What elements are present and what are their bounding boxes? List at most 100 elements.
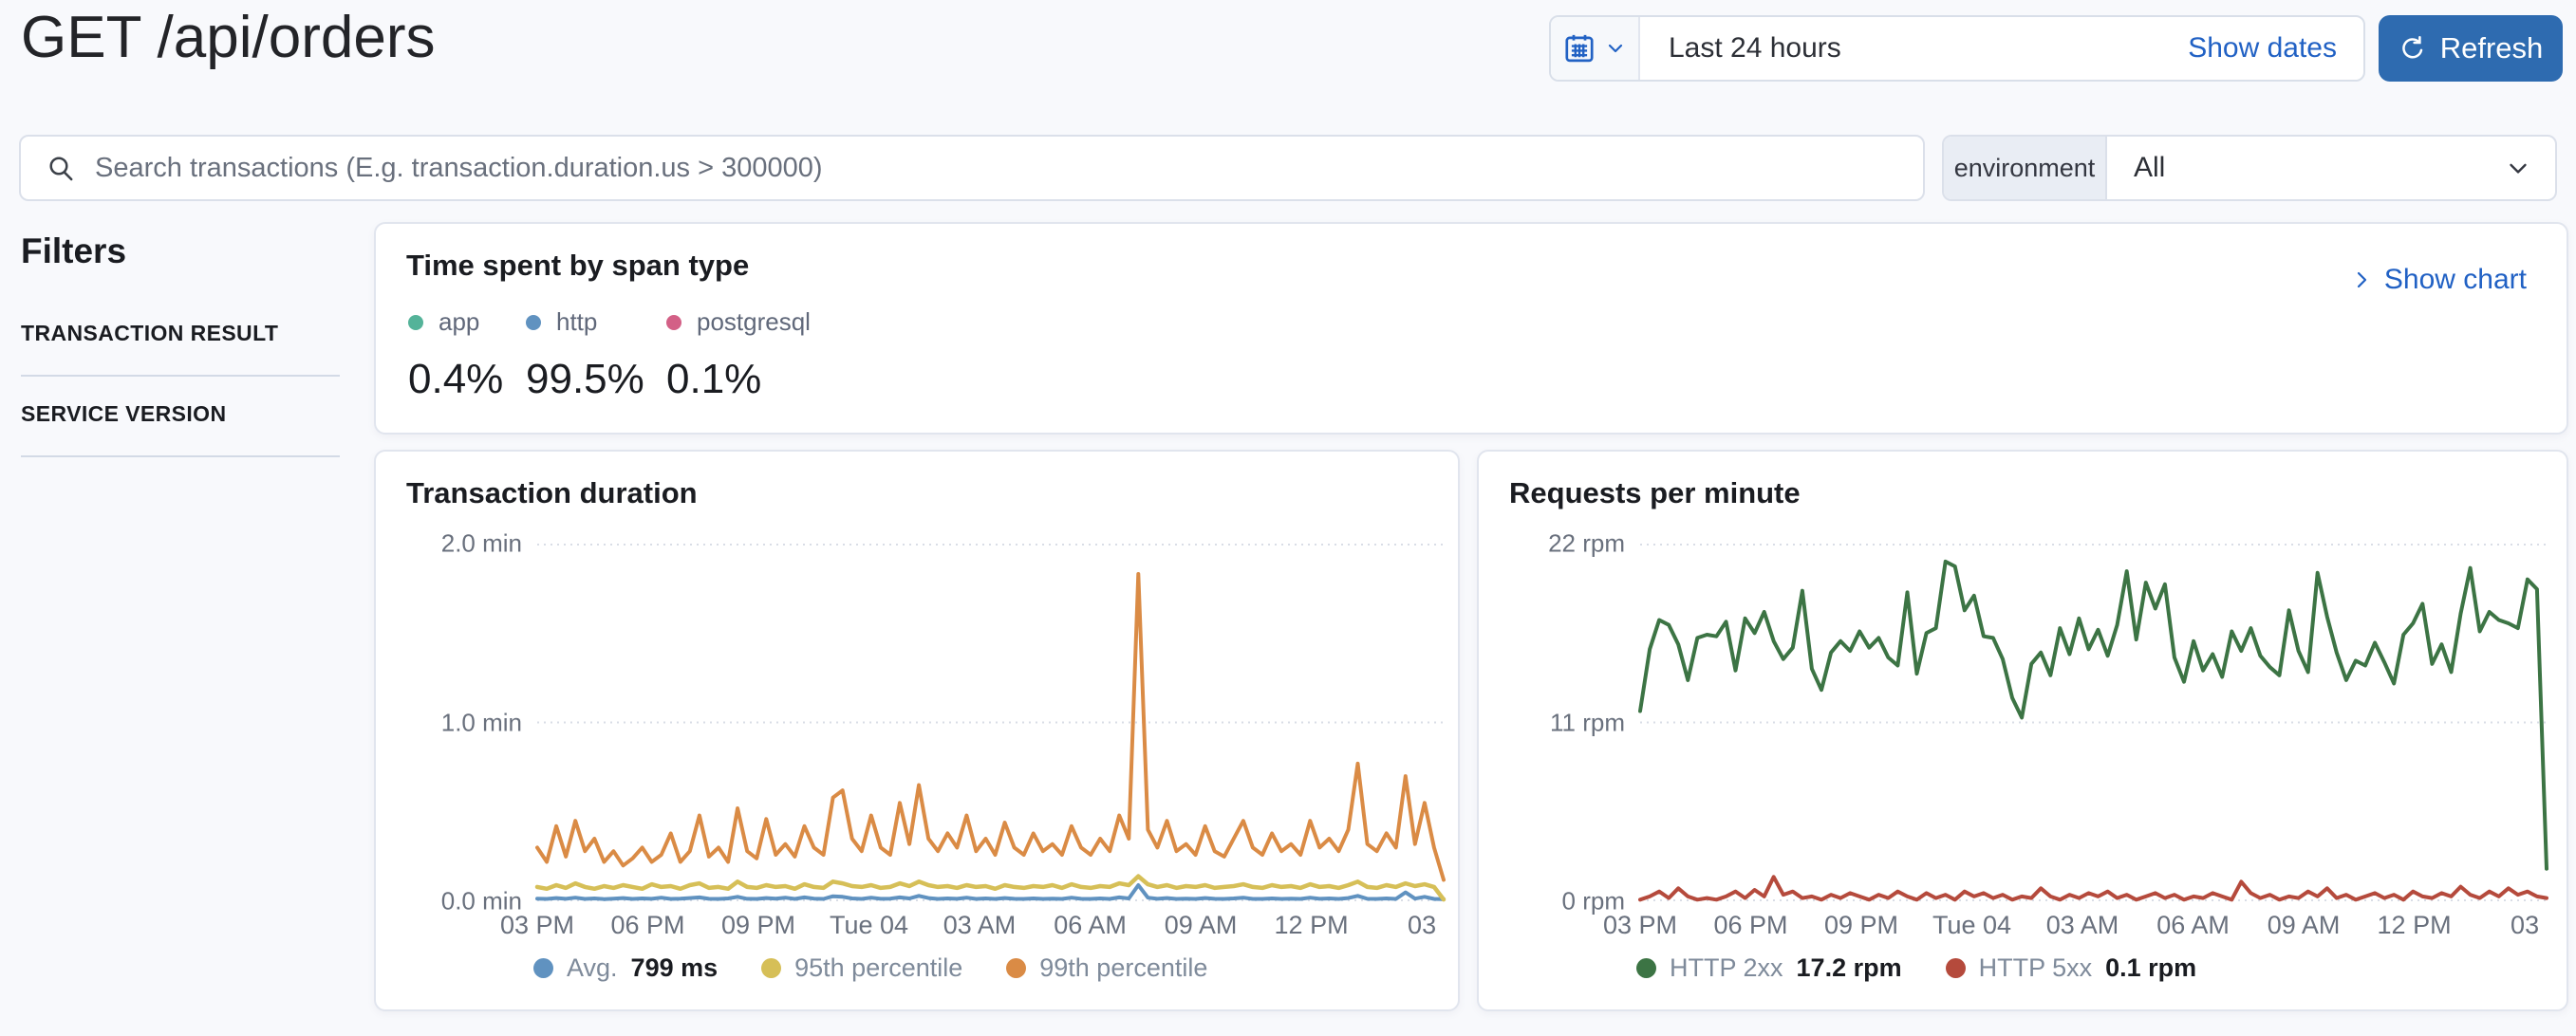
transaction-duration-plot: 03 PM 06 PM 09 PM Tue 04 03 AM 06 AM 09 AM 12 P…	[441, 529, 1447, 939]
span-type-value: 0.1%	[666, 356, 762, 402]
span-type-value: 0.4%	[408, 356, 504, 402]
refresh-icon	[2401, 35, 2422, 59]
show-dates-button[interactable]: Show dates	[2188, 32, 2337, 64]
span-type-legend-item[interactable]: app	[408, 307, 526, 337]
filter-section-label: SERVICE VERSION	[21, 401, 227, 426]
x-axis-tick-label: 09 AM	[1164, 911, 1238, 939]
x-axis-tick-label: 12 PM	[2377, 911, 2452, 939]
legend-dot-icon	[666, 314, 681, 330]
legend-value: 0.1 rpm	[2105, 953, 2197, 982]
chart-legend: Avg. 799 ms 95th percentile 99th percentile	[533, 953, 1207, 983]
x-axis-tick-label: Tue 04	[1932, 911, 2012, 939]
legend-dot-icon	[761, 958, 782, 978]
series-95th-percentile	[534, 874, 1447, 902]
y-axis-tick-label: 0 rpm	[1561, 886, 1625, 916]
legend-label: 95th percentile	[794, 953, 963, 982]
legend-label: postgresql	[697, 307, 811, 336]
filter-section-label: TRANSACTION RESULT	[21, 321, 279, 345]
x-axis-tick-label: 06 AM	[2156, 911, 2230, 939]
y-axis-tick-label: 2.0 min	[440, 528, 522, 558]
y-axis-tick-label: 11 rpm	[1550, 708, 1625, 736]
x-axis-tick-label: 03 AM	[2045, 911, 2119, 939]
span-type-legend-item[interactable]: http	[526, 307, 666, 337]
legend-item[interactable]: HTTP 5xx 0.1 rpm	[1945, 953, 2197, 983]
legend-label: HTTP 2xx	[1670, 953, 1783, 982]
x-axis-tick-label: 06 AM	[1054, 911, 1127, 939]
x-axis-tick-label: 03	[2511, 911, 2540, 939]
environment-select-value: All	[2134, 152, 2166, 183]
transaction-duration-panel: Transaction duration 03 PM 06 PM 09 PM Tue …	[374, 450, 1460, 1011]
x-axis-tick-label: 03 AM	[943, 911, 1017, 939]
x-axis-tick-label: 03 PM	[1602, 911, 1678, 939]
legend-dot-icon	[1945, 958, 1966, 978]
refresh-button[interactable]: Refresh	[2379, 15, 2563, 82]
chevron-down-icon	[2510, 163, 2527, 174]
legend-label: http	[556, 307, 598, 336]
legend-label: Avg.	[567, 953, 618, 982]
x-axis: 03 PM 06 PM 09 PM Tue 04 03 AM 06 AM 09 AM 12 P…	[500, 911, 1444, 943]
legend-item[interactable]: Avg. 799 ms	[533, 953, 718, 983]
legend-value: 799 ms	[630, 953, 719, 982]
date-picker: Last 24 hours Show dates	[1549, 15, 2365, 82]
legend-item[interactable]: 99th percentile	[1006, 953, 1207, 983]
span-type-stat-http: http 99.5%	[526, 307, 666, 403]
x-axis: 03 PM 06 PM 09 PM Tue 04 03 AM 06 AM 09 AM 12 P…	[1603, 911, 2547, 943]
x-axis-tick-label: 03 PM	[499, 911, 575, 939]
calendar-icon	[1565, 34, 1594, 63]
legend-label: 99th percentile	[1039, 953, 1208, 982]
requests-per-minute-chart[interactable]	[1638, 544, 2548, 902]
x-axis-tick-label: 12 PM	[1274, 911, 1349, 939]
requests-per-minute-panel: Requests per minute 03 PM 06 PM 09 PM Tue 0…	[1477, 450, 2568, 1011]
span-type-legend-item[interactable]: postgresql	[666, 307, 811, 337]
chart-legend: HTTP 2xx 17.2 rpm HTTP 5xx 0.1 rpm	[1636, 953, 2196, 983]
x-axis-tick-label: 06 PM	[610, 911, 685, 939]
time-spent-by-span-type-panel: Time spent by span type app 0.4% http 99.5%…	[374, 222, 2568, 435]
legend-label: HTTP 5xx	[1978, 953, 2093, 982]
refresh-label: Refresh	[2439, 31, 2544, 65]
requests-per-minute-plot: 03 PM 06 PM 09 PM Tue 04 03 AM 06 AM 09 AM 12 P…	[1548, 529, 2548, 939]
legend-value: 17.2 rpm	[1796, 953, 1902, 982]
legend-dot-icon	[408, 314, 423, 330]
series-avg-	[535, 883, 1446, 901]
x-axis-tick-label: 03	[1408, 911, 1437, 939]
series-http-5xx	[1638, 875, 2548, 902]
y-axis-tick-label: 0.0 min	[440, 886, 522, 916]
transaction-duration-chart[interactable]	[534, 544, 1447, 902]
filter-section-transaction-result[interactable]: TRANSACTION RESULT	[21, 296, 340, 377]
span-type-stat-app: app 0.4%	[408, 307, 526, 403]
chevron-right-icon	[2357, 271, 2367, 288]
span-type-stats: app 0.4% http 99.5% postgresql 0.1%	[408, 307, 811, 403]
panel-title: Time spent by span type	[406, 249, 750, 282]
page-title: GET /api/orders	[21, 5, 436, 70]
chart-title: Transaction duration	[406, 476, 698, 509]
environment-select-label: environment	[1944, 137, 2107, 199]
legend-item[interactable]: HTTP 2xx 17.2 rpm	[1636, 953, 1902, 983]
x-axis-tick-label: Tue 04	[829, 911, 909, 939]
legend-dot-icon	[1006, 958, 1027, 978]
search-icon	[49, 157, 73, 181]
filter-section-service-version[interactable]: SERVICE VERSION	[21, 377, 340, 457]
chevron-down-icon	[1608, 44, 1623, 53]
x-axis-tick-label: 09 AM	[2267, 911, 2341, 939]
x-axis-tick-label: 09 PM	[1823, 911, 1899, 939]
span-type-stat-postgresql: postgresql 0.1%	[666, 307, 811, 403]
series-99th-percentile	[535, 572, 1446, 882]
filters-sidebar: Filters TRANSACTION RESULT SERVICE VERSI…	[21, 231, 340, 457]
environment-select[interactable]: environment All	[1942, 135, 2557, 201]
search-input[interactable]	[95, 152, 1898, 184]
legend-dot-icon	[533, 958, 553, 978]
legend-item[interactable]: 95th percentile	[761, 953, 962, 983]
show-chart-button[interactable]: Show chart	[2350, 264, 2527, 296]
date-quick-select-button[interactable]	[1551, 17, 1640, 80]
filters-title: Filters	[21, 231, 127, 270]
show-chart-label: Show chart	[2383, 264, 2527, 295]
legend-dot-icon	[526, 314, 541, 330]
legend-label: app	[439, 307, 480, 336]
search-bar	[19, 135, 1925, 201]
legend-dot-icon	[1636, 958, 1656, 978]
series-http-2xx	[1638, 559, 2548, 871]
time-range-value[interactable]: Last 24 hours	[1669, 32, 1841, 64]
x-axis-tick-label: 09 PM	[720, 911, 796, 939]
y-axis-tick-label: 1.0 min	[440, 708, 522, 736]
y-axis-tick-label: 22 rpm	[1548, 528, 1625, 558]
